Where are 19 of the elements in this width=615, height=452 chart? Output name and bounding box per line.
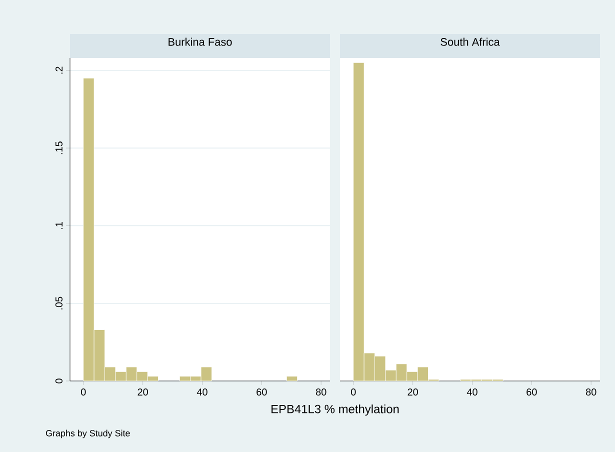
x-tick-label: 80 — [316, 388, 326, 396]
x-tick-label: 60 — [256, 388, 267, 396]
chart-title: Burkina Faso — [168, 38, 232, 46]
chart-title: South Africa — [440, 38, 500, 46]
x-tick-label: 60 — [526, 388, 537, 396]
y-tick-label: .2 — [56, 66, 62, 74]
x-tick-label: 40 — [196, 388, 208, 396]
x-tick-label: 0 — [81, 388, 86, 396]
y-tick-label: .05 — [55, 296, 62, 310]
x-tick-label: 40 — [466, 388, 478, 396]
y-tick-label: .15 — [56, 142, 62, 154]
x-axis-title: EPB41L3 % methylation — [272, 404, 399, 416]
x-tick-label: 20 — [138, 388, 148, 396]
y-tick-label: .1 — [56, 222, 62, 229]
x-tick-label: 20 — [408, 388, 418, 396]
x-tick-label: 0 — [351, 388, 356, 396]
text: Graphs by Study Site — [46, 430, 130, 438]
x-tick-label: 80 — [586, 388, 596, 396]
y-tick-label: 0 — [55, 378, 62, 384]
